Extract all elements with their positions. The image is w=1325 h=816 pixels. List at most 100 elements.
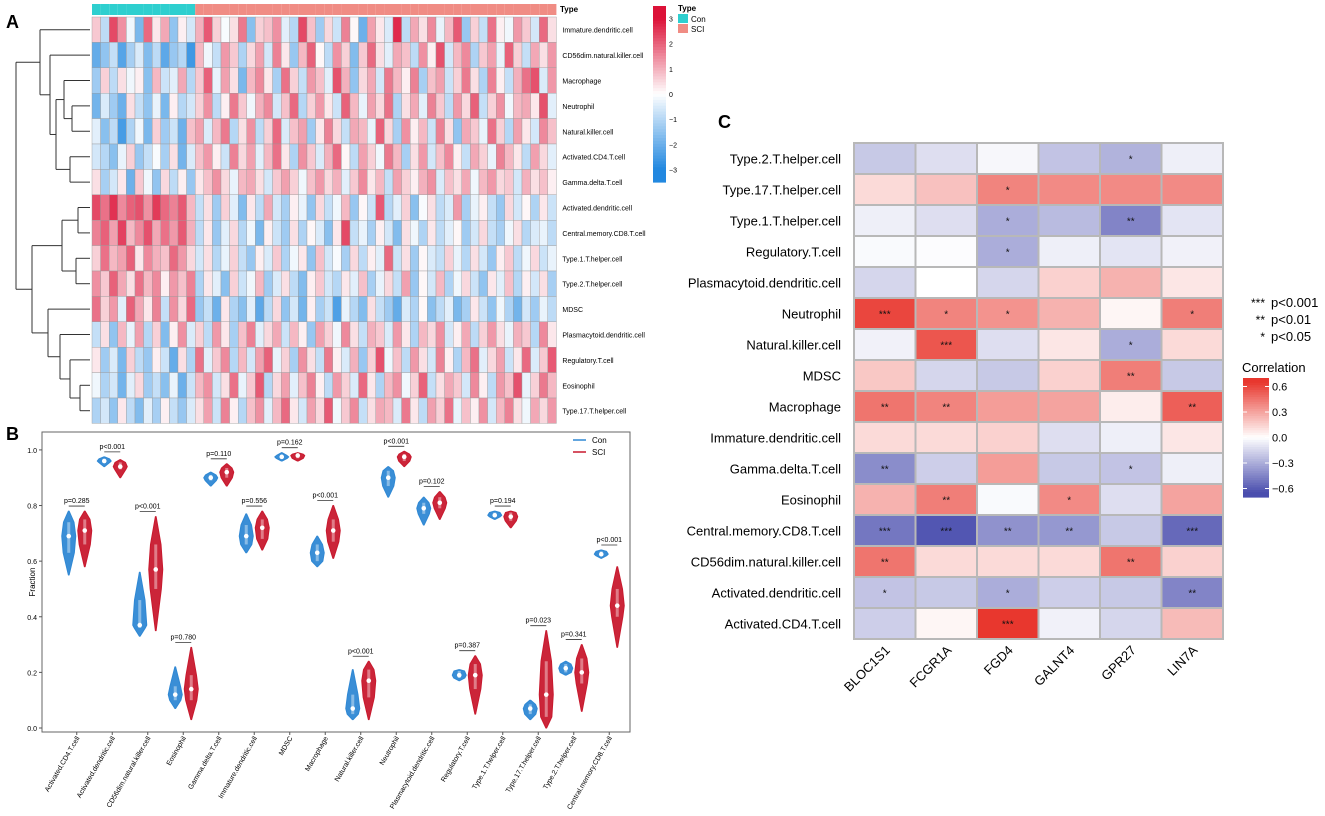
annotation-cell	[221, 4, 230, 15]
heatmap-cell	[229, 219, 239, 246]
heatmap-cell	[151, 118, 161, 145]
heatmap-cell	[401, 219, 411, 246]
heatmap-cell	[427, 143, 437, 170]
heatmap-cell	[194, 296, 204, 322]
correlation-cell	[1037, 576, 1101, 609]
significance-mark: **	[881, 403, 889, 414]
heatmap-cell	[194, 169, 204, 195]
heatmap-row-label: Type.2.T.helper.cell	[562, 282, 622, 289]
sci-box	[615, 588, 619, 617]
annotation-cell	[238, 4, 247, 15]
heatmap-cell	[504, 270, 514, 297]
heatmap-cell	[392, 296, 402, 322]
colorbar-step	[653, 138, 666, 142]
heatmap-cell	[547, 219, 557, 246]
heatmap-row-label: Immature.dendritic.cell	[562, 28, 633, 35]
heatmap-cell	[91, 296, 101, 322]
heatmap-cell	[453, 245, 463, 272]
heatmap-cell	[324, 219, 334, 246]
heatmap-cell	[444, 16, 454, 43]
heatmap-cell	[134, 194, 144, 221]
heatmap-cell	[315, 219, 325, 246]
heatmap-cell	[367, 296, 377, 322]
heatmap-cell	[539, 143, 549, 170]
heatmap-cell	[375, 42, 385, 69]
heatmap-cell	[169, 245, 179, 272]
heatmap-cell	[272, 169, 282, 195]
heatmap-cell	[401, 118, 411, 145]
heatmap-cell	[453, 42, 463, 69]
heatmap-cell	[504, 321, 514, 348]
heatmap-cell	[306, 92, 316, 119]
heatmap-cell	[504, 245, 514, 272]
heatmap-cell	[504, 372, 514, 399]
heatmap-cell	[186, 245, 196, 272]
heatmap-row-label: Activated.dendritic.cell	[562, 206, 632, 213]
con-median	[421, 506, 427, 511]
heatmap-cell	[513, 372, 523, 399]
heatmap-cell	[513, 92, 523, 119]
heatmap-cell	[315, 42, 325, 69]
heatmap-cell	[461, 296, 471, 322]
heatmap-cell	[341, 347, 351, 373]
heatmap-cell	[513, 321, 523, 348]
colorbar-tick-label: 1	[669, 67, 673, 74]
heatmap-cell	[358, 67, 368, 94]
heatmap-cell	[289, 397, 299, 424]
heatmap-cell	[246, 169, 256, 195]
heatmap-cell	[367, 219, 377, 246]
sci-median	[472, 672, 478, 678]
heatmap-cell	[229, 16, 239, 43]
annotation-cell	[513, 4, 522, 15]
annotation-cell	[272, 4, 282, 15]
heatmap-cell	[461, 16, 471, 43]
con-median	[279, 454, 285, 460]
annotation-cell	[504, 4, 514, 15]
heatmap-cell	[177, 143, 187, 170]
heatmap-cell	[306, 347, 316, 373]
heatmap-cell	[478, 397, 488, 424]
heatmap-cell	[212, 321, 222, 348]
heatmap-cell	[108, 16, 118, 43]
heatmap-cell	[91, 42, 101, 69]
heatmap-cell	[220, 296, 230, 322]
correlation-cell	[1037, 266, 1101, 299]
heatmap-cell	[315, 143, 325, 170]
heatmap-cell	[194, 143, 204, 170]
colorbar-step	[1243, 427, 1269, 431]
heatmap-cell	[272, 92, 282, 119]
heatmap-cell	[212, 67, 222, 94]
heatmap-cell	[358, 296, 368, 322]
correlation-cell	[914, 576, 978, 609]
heatmap-cell	[246, 194, 256, 221]
correlation-cell	[1037, 545, 1101, 578]
heatmap-cell	[134, 143, 144, 170]
colorbar-step	[1243, 408, 1269, 412]
heatmap-cell	[91, 270, 101, 297]
heatmap-cell	[212, 219, 222, 246]
heatmap-cell	[539, 92, 549, 119]
heatmap-cell	[478, 372, 488, 399]
correlation-row-label: Central.memory.CD8.T.cell	[687, 524, 841, 539]
heatmap-cell	[229, 118, 239, 145]
heatmap-cell	[427, 347, 437, 373]
heatmap-cell	[539, 296, 549, 322]
heatmap-cell	[453, 347, 463, 373]
heatmap-cell	[341, 245, 351, 272]
heatmap-cell	[306, 67, 316, 94]
heatmap-cell	[212, 143, 222, 170]
correlation-cell	[853, 173, 917, 206]
heatmap-cell	[169, 321, 179, 348]
correlation-cell	[1037, 142, 1101, 175]
annotation-cell	[461, 4, 471, 15]
colorbar-step	[653, 44, 666, 48]
p-value-label: p=0.556	[242, 498, 268, 505]
correlation-row-label: Type.17.T.helper.cell	[722, 183, 841, 198]
heatmap-cell	[126, 245, 136, 272]
heatmap-cell	[298, 219, 308, 246]
heatmap-row-label: Regulatory.T.cell	[562, 358, 614, 365]
heatmap-cell	[229, 372, 239, 399]
panel-label-b: B	[6, 424, 19, 444]
heatmap-cell	[203, 169, 213, 195]
violin-groups: p=0.285 p<0.001 p<0.001 p=0.780 p=0.110 p=0.5…	[61, 438, 625, 729]
